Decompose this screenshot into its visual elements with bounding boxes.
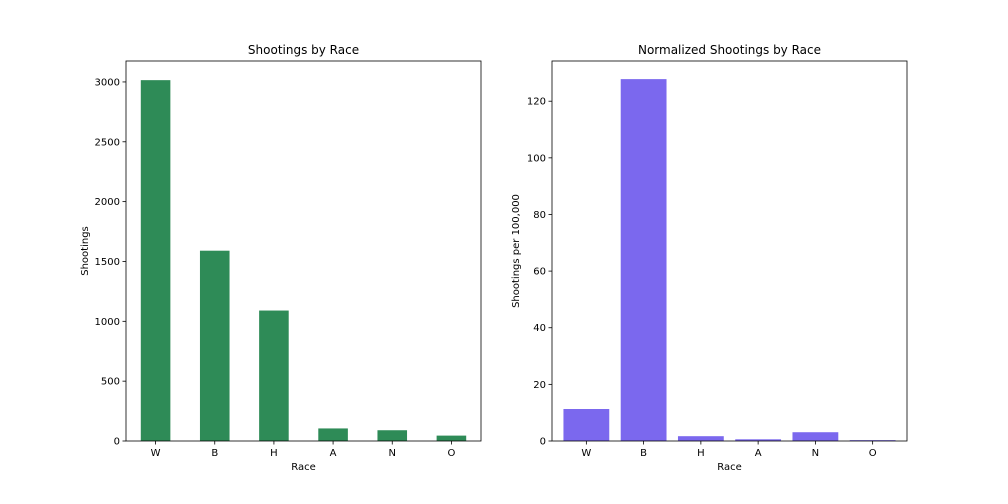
y-tick-label: 40 bbox=[533, 323, 546, 334]
x-axis-label: Race bbox=[717, 462, 742, 473]
y-tick-label: 1500 bbox=[95, 257, 120, 268]
plot-frame bbox=[551, 60, 908, 442]
y-tick-label: 20 bbox=[533, 380, 546, 391]
bar-h bbox=[677, 436, 724, 441]
x-tick-label: H bbox=[270, 448, 278, 459]
bar-a bbox=[735, 439, 782, 441]
x-tick-label: B bbox=[640, 448, 647, 459]
x-tick-label: N bbox=[812, 448, 819, 459]
bar-n bbox=[377, 430, 408, 441]
bar-o bbox=[436, 435, 467, 441]
y-tick-label: 100 bbox=[527, 153, 546, 164]
x-tick-label: N bbox=[389, 448, 396, 459]
bar-w bbox=[563, 409, 610, 441]
chart-title: Normalized Shootings by Race bbox=[638, 43, 821, 57]
x-tick-label: W bbox=[581, 448, 591, 459]
x-axis-label: Race bbox=[291, 462, 316, 473]
y-tick-label: 0 bbox=[114, 437, 120, 448]
x-tick-label: W bbox=[151, 448, 161, 459]
bar-h bbox=[259, 310, 289, 441]
y-axis-label: Shootings per 100,000 bbox=[511, 194, 522, 308]
x-tick-label: A bbox=[755, 448, 762, 459]
x-tick-label: B bbox=[211, 448, 218, 459]
x-tick-label: O bbox=[447, 448, 455, 459]
y-tick-label: 0 bbox=[540, 437, 546, 448]
y-tick-label: 500 bbox=[101, 377, 120, 388]
bar-b bbox=[199, 250, 230, 441]
bar-o bbox=[849, 440, 896, 441]
y-tick-label: 120 bbox=[527, 97, 546, 108]
bar-n bbox=[792, 432, 839, 441]
y-tick-label: 2500 bbox=[95, 137, 120, 148]
y-tick-label: 80 bbox=[533, 210, 546, 221]
x-tick-label: O bbox=[869, 448, 877, 459]
y-tick-label: 2000 bbox=[95, 197, 120, 208]
y-tick-label: 3000 bbox=[95, 77, 120, 88]
x-tick-label: H bbox=[697, 448, 705, 459]
chart-normalized-shootings-by-race: Normalized Shootings by Race Race Shooti… bbox=[511, 43, 908, 473]
chart-shootings-by-race: Shootings by Race Race Shootings W B H A N O 0… bbox=[80, 43, 482, 473]
bar-b bbox=[620, 79, 667, 442]
bar-w bbox=[140, 80, 171, 442]
x-tick-label: A bbox=[330, 448, 337, 459]
y-tick-label: 60 bbox=[533, 267, 546, 278]
chart-title: Shootings by Race bbox=[248, 43, 359, 57]
plot-frame bbox=[125, 60, 482, 442]
bar-a bbox=[318, 428, 348, 441]
y-axis-label: Shootings bbox=[80, 226, 91, 276]
y-tick-label: 1000 bbox=[95, 317, 120, 328]
